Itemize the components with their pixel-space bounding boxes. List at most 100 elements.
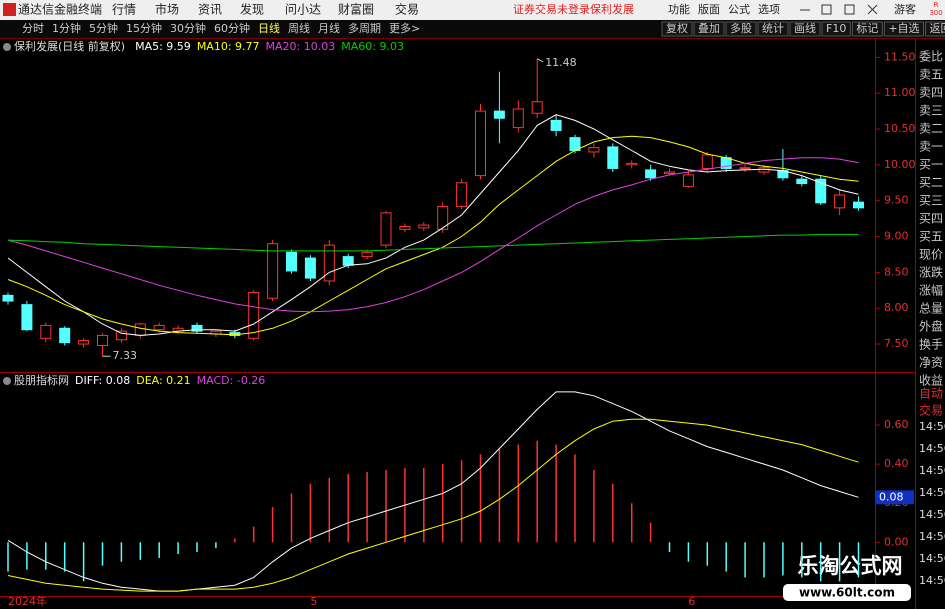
toolbar-button[interactable] — [757, 21, 789, 37]
toolbar-button[interactable] — [661, 21, 693, 37]
toolbar-button-label[interactable]: 多股 — [730, 21, 752, 35]
candle-body — [607, 146, 619, 169]
period-tab[interactable]: 更多> — [389, 21, 420, 35]
y-tick-label: 9.00 — [884, 230, 909, 243]
menu-item[interactable]: 公式 — [728, 3, 750, 16]
quote-label: 涨幅 — [919, 283, 943, 298]
candle-body — [78, 339, 90, 345]
title-icon[interactable] — [3, 43, 11, 51]
trade-label[interactable]: 交易 — [919, 403, 943, 418]
toolbar-button-label[interactable]: 复权 — [666, 21, 688, 35]
period-tab[interactable]: 分时 — [22, 22, 44, 35]
period-tab[interactable]: 周线 — [288, 21, 310, 35]
candle-body — [380, 212, 392, 246]
candle-body — [59, 327, 71, 344]
period-tab[interactable]: 1分钟 — [52, 21, 81, 35]
candle-body — [97, 334, 108, 346]
trade-time: 14:56 — [919, 420, 945, 433]
trade-time: 14:56 — [919, 486, 945, 499]
menu-item[interactable]: 行情 — [112, 3, 136, 17]
notice[interactable]: 证券交易未登录 — [513, 2, 590, 16]
line — [7, 418, 859, 592]
badge: 300 — [929, 9, 942, 17]
menu-item[interactable]: 财富圈 — [338, 2, 374, 17]
toolbar-button[interactable] — [693, 21, 725, 37]
user[interactable]: 游客 — [894, 2, 916, 16]
quote-label: 买四 — [919, 212, 943, 226]
x-tick-label: 6 — [688, 595, 695, 608]
menu-item[interactable]: 交易 — [395, 2, 419, 17]
candle-body — [493, 110, 505, 119]
candle-body — [682, 174, 694, 187]
candle-body — [475, 110, 486, 177]
period-tab[interactable]: 30分钟 — [170, 21, 206, 35]
candle-body — [399, 226, 411, 230]
watermark-box — [783, 584, 911, 601]
period-tab[interactable]: 多周期 — [348, 21, 381, 35]
candle-body — [512, 108, 524, 129]
candle-body — [437, 205, 449, 230]
toolbar-button-label[interactable]: 叠加 — [698, 22, 720, 35]
period-tab[interactable]: 15分钟 — [126, 21, 162, 35]
candle-body — [815, 178, 827, 204]
y-tick-label: 10.00 — [884, 158, 916, 171]
close-icon[interactable] — [867, 4, 878, 15]
toolbar-button[interactable] — [789, 21, 821, 37]
menu-item[interactable]: 资讯 — [198, 3, 222, 17]
menu-item[interactable]: 问小达 — [285, 3, 321, 17]
menu-item[interactable]: 功能 — [668, 2, 690, 16]
restore-icon[interactable] — [821, 4, 832, 15]
quote-label: 总量 — [919, 302, 943, 316]
trade-label[interactable]: 自动 — [919, 387, 943, 401]
toolbar-button[interactable] — [883, 21, 925, 37]
quote-label: 买二 — [919, 176, 943, 190]
chart-title: 保利发展(日线 前复权) — [14, 39, 125, 53]
toolbar-button-label[interactable]: +自选 — [888, 22, 919, 35]
period-tab[interactable]: 5分钟 — [89, 21, 118, 35]
toolbar-button-label[interactable]: 返回 — [930, 22, 945, 35]
toolbar-button-label[interactable]: 标记 — [856, 21, 878, 35]
candle-body — [645, 169, 657, 179]
trade-time: 14:56 — [919, 530, 945, 543]
y-tick-label: 7.50 — [884, 337, 909, 350]
candle-body — [626, 162, 638, 166]
toolbar-button[interactable] — [851, 21, 883, 37]
y-tick-label: 11.00 — [884, 86, 916, 99]
max-icon[interactable] — [844, 4, 855, 15]
title-icon[interactable] — [3, 377, 11, 385]
period-tab[interactable]: 60分钟 — [214, 21, 250, 35]
x-tick-label: 2024年 — [8, 594, 47, 608]
y-tick-label: 8.00 — [884, 301, 909, 314]
candle-body — [191, 324, 203, 332]
candle-body — [2, 294, 14, 302]
quote-label: 买三 — [919, 194, 943, 208]
legend-entry: MA10: 9.77 — [197, 40, 260, 53]
quote-label: 买五 — [919, 230, 943, 244]
window-controls — [800, 4, 878, 15]
toolbar-button[interactable] — [821, 21, 851, 37]
legend-entry: DIFF: 0.08 — [75, 374, 130, 387]
menu-item[interactable]: 选项 — [758, 3, 780, 16]
toolbar-button[interactable] — [925, 21, 945, 37]
menu-item[interactable]: 发现 — [240, 2, 264, 17]
quote-label: 涨跌 — [919, 265, 943, 280]
candle-body — [531, 101, 543, 114]
candle-body — [418, 224, 430, 229]
toolbar-button-label[interactable]: F10 — [826, 22, 846, 35]
current-value: 0.08 — [879, 490, 904, 503]
period-tab[interactable]: 日线 — [258, 21, 280, 35]
trade-time: 14:56 — [919, 442, 945, 455]
quote-label: 卖一 — [919, 140, 943, 154]
line — [7, 114, 859, 336]
badge: R — [934, 1, 939, 9]
legend-entry: MA20: 10.03 — [266, 40, 336, 53]
candle-body — [853, 201, 864, 209]
period-tab[interactable]: 月线 — [318, 21, 340, 35]
menu-item[interactable]: 版面 — [698, 2, 720, 16]
menu-item[interactable]: 市场 — [155, 2, 179, 17]
toolbar-button-label[interactable]: 画线 — [794, 21, 816, 35]
line — [7, 391, 859, 592]
trade-time: 14:56 — [919, 464, 945, 477]
toolbar-button-label[interactable]: 统计 — [762, 22, 784, 35]
toolbar-button[interactable] — [725, 21, 757, 37]
